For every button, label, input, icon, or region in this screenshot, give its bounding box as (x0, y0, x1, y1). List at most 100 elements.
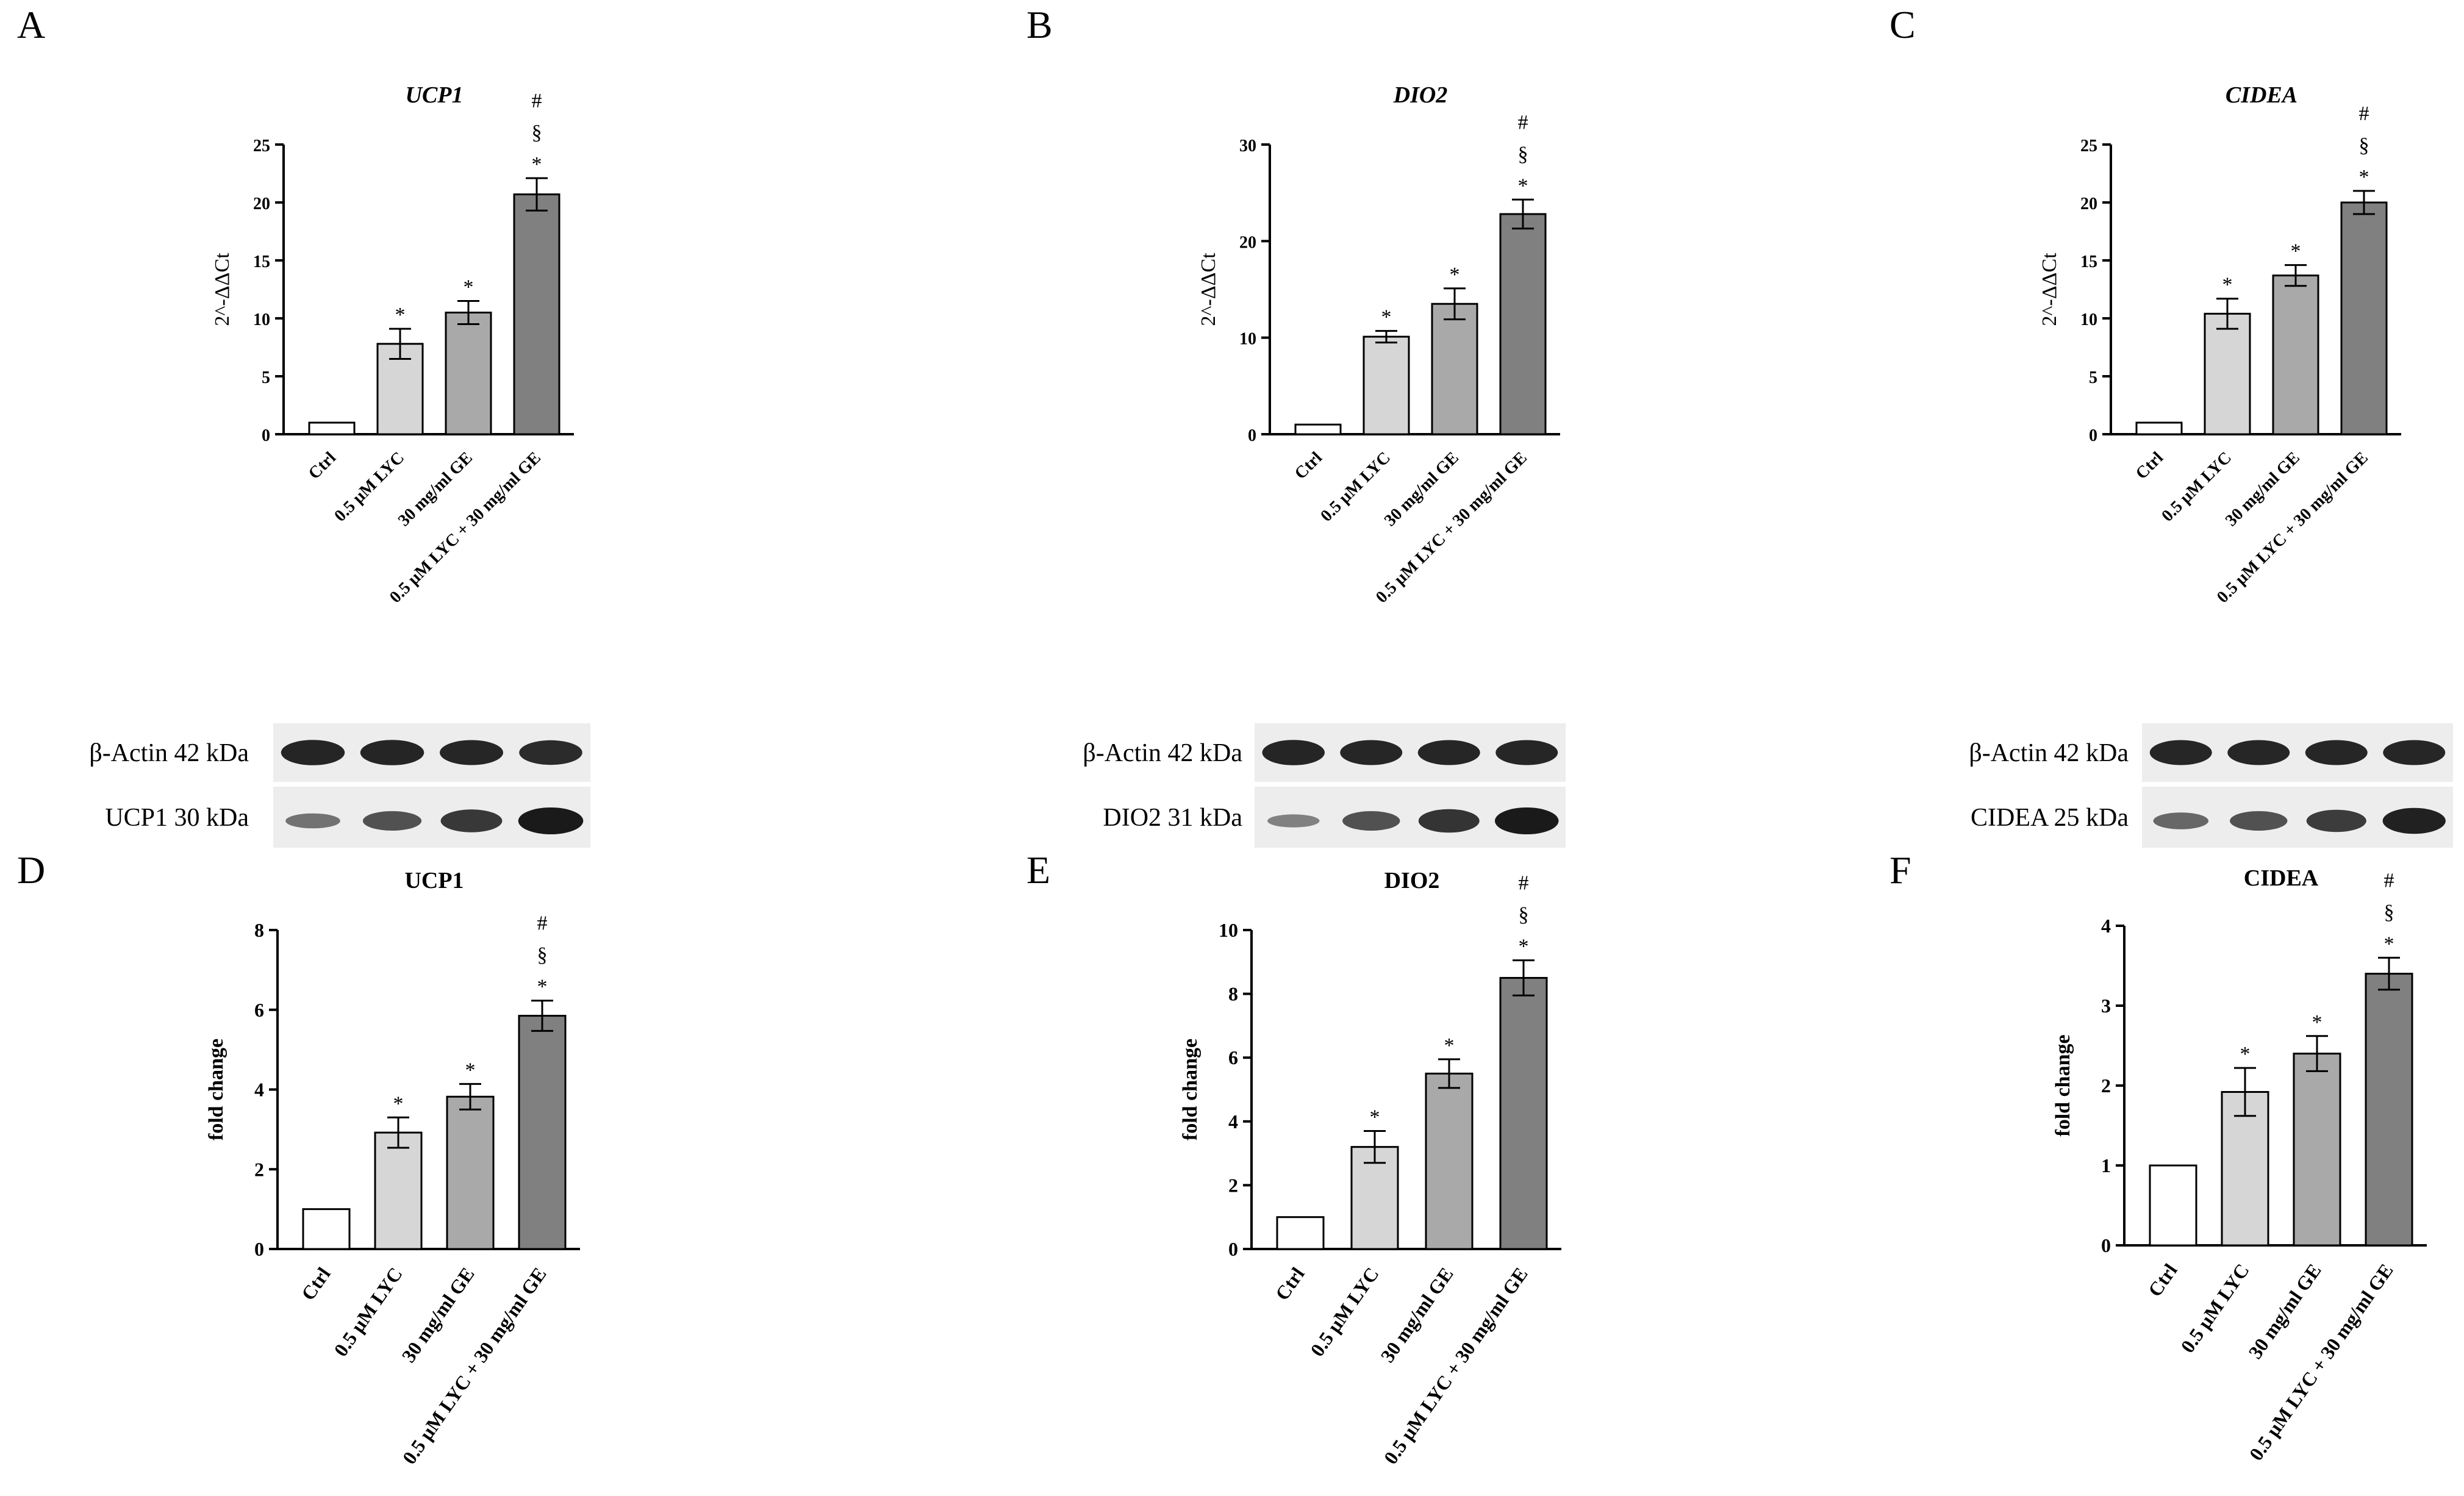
y-tick-label: 0 (1228, 1238, 1238, 1260)
x-tick-label: Ctrl (297, 1263, 335, 1304)
x-tick-label: Ctrl (2132, 448, 2167, 483)
blot-dio2: β-Actin 42 kDa DIO2 31 kDa (1083, 723, 1566, 848)
blot-band (2153, 812, 2209, 829)
y-tick-label: 15 (253, 252, 270, 271)
significance-mark: # (537, 912, 548, 935)
x-tick-label: Ctrl (1271, 1263, 1309, 1304)
significance-mark: * (465, 1059, 476, 1081)
chart-title: DIO2 (1393, 82, 1448, 108)
y-tick-label: 1 (2101, 1154, 2111, 1176)
bar (1363, 335, 1410, 435)
significance-mark: * (1370, 1106, 1380, 1128)
blot-band (519, 740, 582, 765)
significance-mark: * (2240, 1043, 2251, 1065)
y-tick-label: 3 (2101, 995, 2111, 1017)
blot-band (2383, 740, 2446, 765)
x-tick-label: 0.5 µM LYC (2176, 1259, 2254, 1356)
bar (1350, 1146, 1399, 1250)
blot-band (1495, 740, 1558, 765)
blot-row-label: β-Actin 42 kDa (1969, 739, 2129, 767)
blot-row-label: UCP1 30 kDa (105, 804, 249, 832)
significance-mark: # (532, 90, 542, 112)
chart-title: CIDEA (2226, 82, 2297, 108)
y-tick-label: 10 (1239, 330, 1256, 349)
blot-band (360, 740, 424, 765)
significance-mark: * (1519, 936, 1529, 958)
x-tick-label: Ctrl (1291, 448, 1326, 483)
panel-label: E (1026, 848, 1050, 892)
y-tick-label: 10 (1219, 919, 1238, 941)
significance-mark: # (1518, 111, 1528, 134)
blot-band (2230, 811, 2288, 831)
significance-mark: * (2222, 274, 2233, 296)
y-tick-label: 10 (2080, 310, 2097, 329)
x-tick-label: 30 mg/ml GE (1376, 1263, 1457, 1366)
bar (1276, 1216, 1325, 1250)
x-tick-label: Ctrl (2144, 1259, 2182, 1300)
x-tick-label: 0.5 µM LYC (2158, 448, 2235, 526)
x-tick-label: 0.5 µM LYC (329, 1263, 407, 1360)
panel-label: F (1889, 848, 1911, 892)
y-tick-label: 20 (1239, 233, 1256, 252)
blot-band (1262, 740, 1325, 765)
significance-mark: § (537, 944, 548, 967)
blot-band (1494, 807, 1559, 834)
significance-mark: * (2291, 240, 2301, 263)
significance-mark: * (1444, 1034, 1455, 1057)
bar (302, 1208, 351, 1250)
blot-ucp1: β-Actin 42 kDa UCP1 30 kDa (89, 723, 590, 848)
blot-row-label: β-Actin 42 kDa (1083, 739, 1242, 767)
significance-mark: * (1450, 263, 1460, 286)
blot-band (285, 813, 340, 829)
significance-mark: * (464, 276, 474, 299)
y-tick-label: 0 (2101, 1234, 2111, 1256)
blot-band (518, 807, 584, 834)
significance-mark: * (532, 153, 542, 176)
y-tick-label: 25 (2080, 137, 2097, 156)
y-tick-label: 4 (254, 1079, 264, 1101)
blot-band (2382, 807, 2446, 834)
blot-band (2305, 740, 2368, 765)
blot-band (1267, 814, 1320, 828)
x-tick-label: 0.5 µM LYC + 30 mg/ml GE (2245, 1259, 2398, 1464)
significance-mark: # (1519, 872, 1529, 895)
blot-band (440, 740, 503, 765)
y-tick-label: 6 (1228, 1047, 1238, 1068)
significance-mark: § (1518, 143, 1528, 165)
significance-mark: * (537, 976, 548, 998)
significance-mark: § (532, 121, 542, 144)
chart-D: D UCP1 0 2 4 6 8 fold change Ctrl * 0.5 µM LYC * 30 … (17, 848, 580, 1468)
significance-mark: § (2384, 901, 2394, 923)
significance-mark: * (393, 1092, 404, 1115)
panel-label: C (1889, 3, 1916, 46)
y-tick-label: 4 (2101, 915, 2111, 937)
significance-mark: # (2384, 869, 2394, 892)
y-axis-label: 2^-ΔΔCt (2038, 252, 2061, 326)
y-tick-label: 25 (253, 137, 270, 156)
bar (1499, 976, 1548, 1250)
x-tick-label: 30 mg/ml GE (397, 1263, 478, 1366)
y-tick-label: 30 (1239, 137, 1256, 156)
blot-band (362, 811, 422, 831)
blot-row-label: β-Actin 42 kDa (89, 739, 249, 767)
blot-row-label: CIDEA 25 kDa (1971, 804, 2129, 832)
blot-band (281, 740, 345, 765)
bar (2149, 1164, 2197, 1247)
x-tick-label: 30 mg/ml GE (2244, 1259, 2325, 1362)
y-axis-label: fold change (1179, 1039, 1202, 1140)
blot-band (2306, 809, 2366, 832)
y-tick-label: 5 (2089, 368, 2097, 387)
blot-band (1418, 809, 1480, 833)
bar (1431, 302, 1478, 435)
bar (2340, 201, 2388, 435)
y-tick-label: 10 (253, 310, 270, 329)
bar (518, 1015, 567, 1250)
x-tick-label: 0.5 µM LYC (1317, 448, 1394, 526)
y-tick-label: 4 (1228, 1111, 1238, 1133)
blot-band (2227, 740, 2290, 765)
chart-title: DIO2 (1384, 868, 1440, 893)
y-axis-label: 2^-ΔΔCt (211, 252, 234, 326)
bar (2293, 1053, 2341, 1247)
